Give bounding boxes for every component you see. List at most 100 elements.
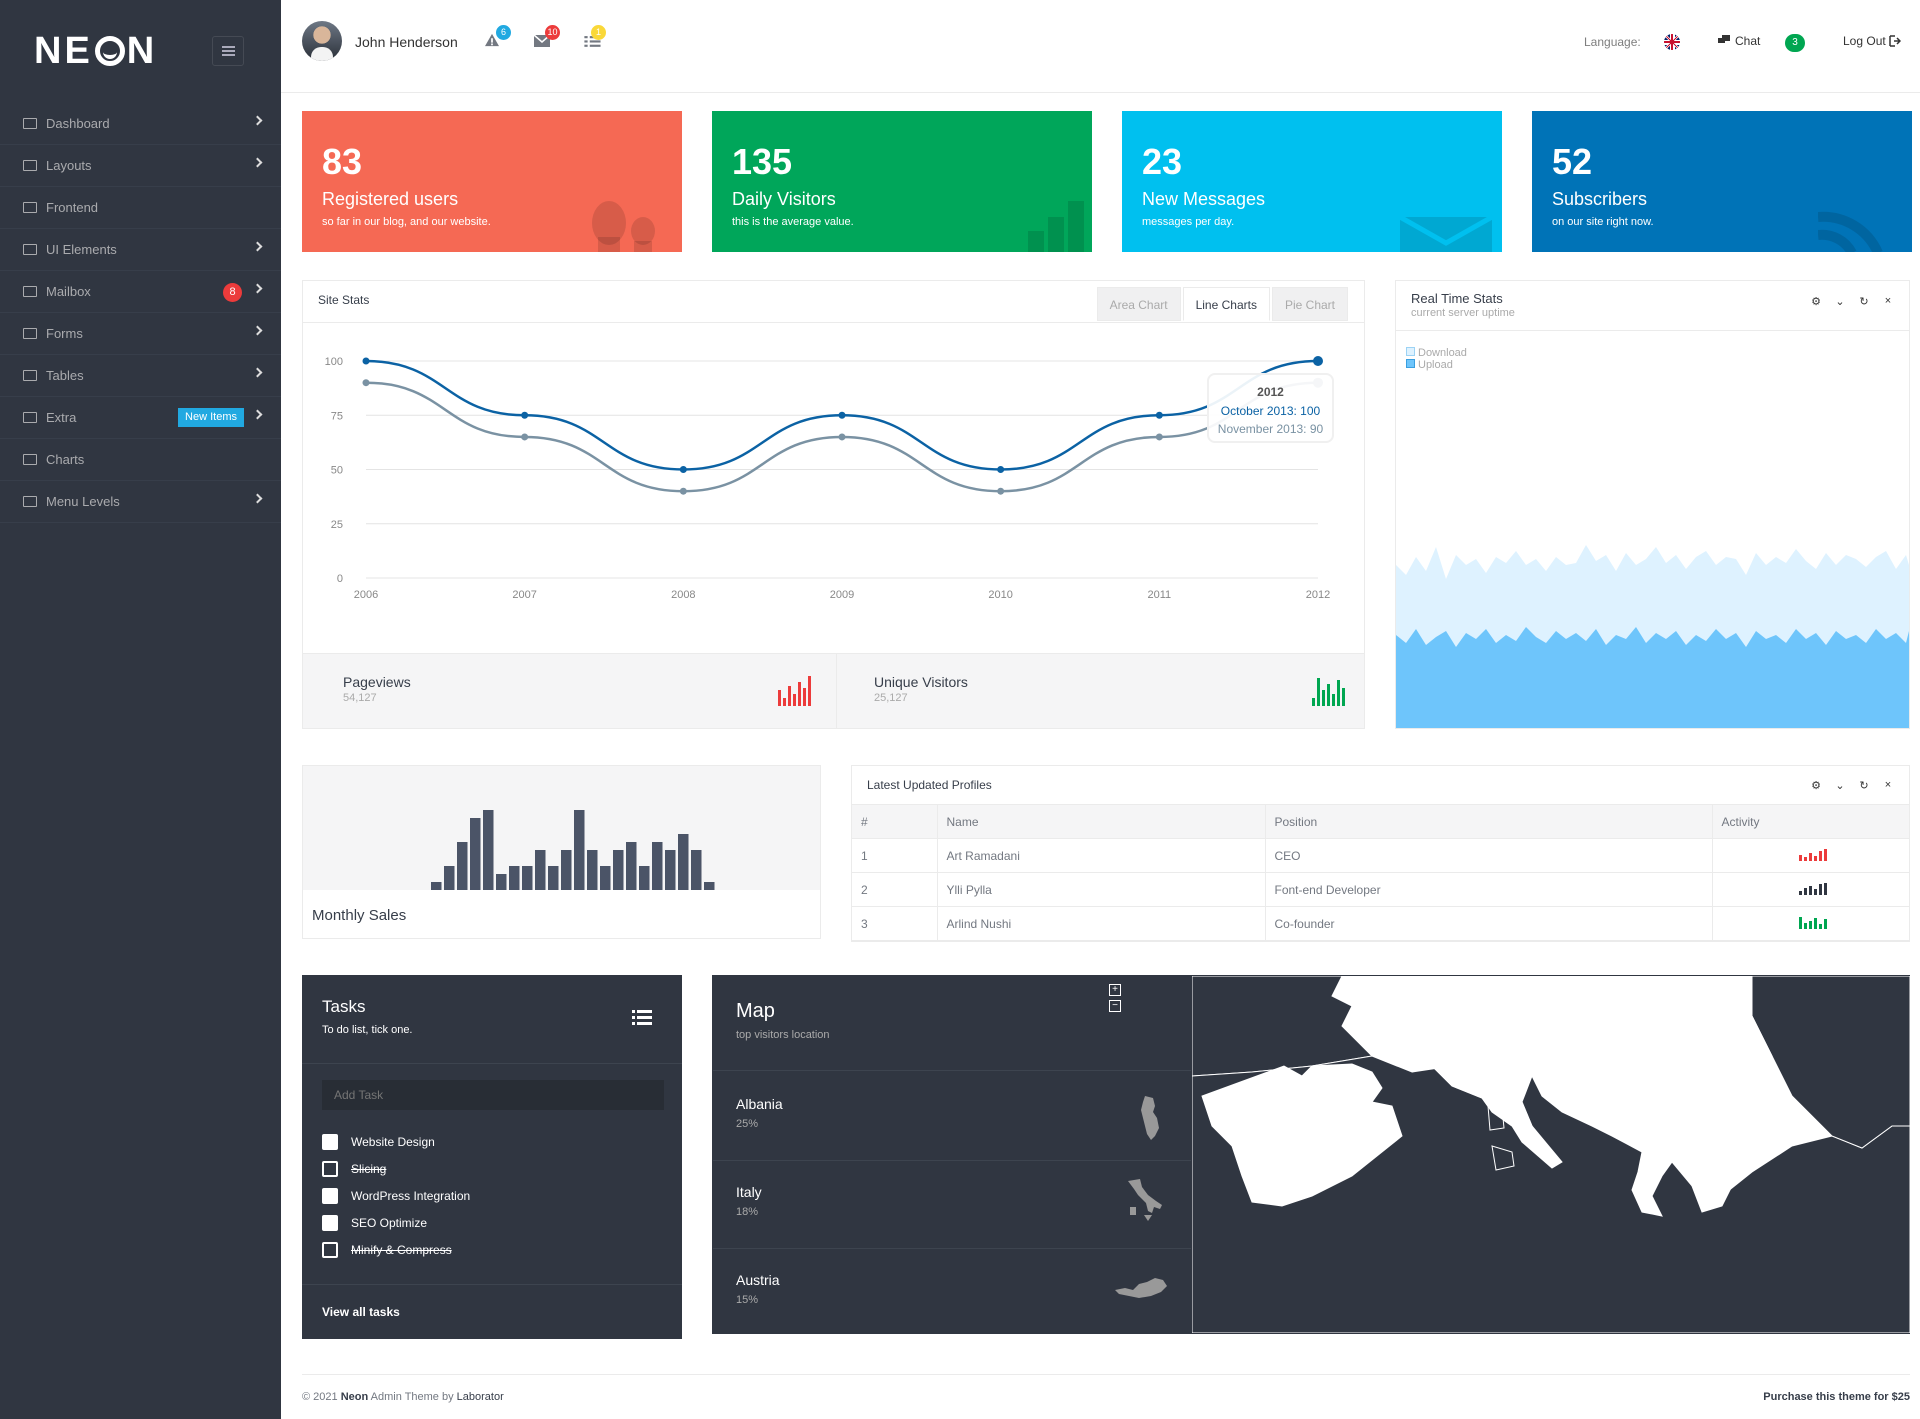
map-view[interactable] <box>1192 976 1910 1333</box>
sidebar-item-ui-elements[interactable]: UI Elements <box>0 229 281 271</box>
task-item[interactable]: Minify & Compress <box>322 1236 470 1263</box>
task-item[interactable]: SEO Optimize <box>322 1209 470 1236</box>
alert-icon[interactable] <box>483 33 501 47</box>
refresh-icon[interactable]: ↻ <box>1859 296 1869 308</box>
chevron-right-icon <box>252 325 263 336</box>
sales-bar <box>652 842 663 890</box>
rss-icon <box>1818 211 1883 252</box>
tile-subscribers[interactable]: 52 Subscribers on our site right now. <box>1532 111 1912 252</box>
task-checkbox[interactable] <box>322 1214 338 1231</box>
data-point <box>521 433 529 441</box>
zoom-in-button[interactable]: + <box>1109 984 1121 996</box>
logout-icon[interactable] <box>1889 35 1901 47</box>
sidebar-item-extra[interactable]: Extra New Items <box>0 397 281 439</box>
pageviews-stat: Pageviews 54,127 <box>303 654 837 728</box>
tab-pie-chart[interactable]: Pie Chart <box>1271 287 1348 321</box>
sidebar-item-charts[interactable]: Charts <box>0 439 281 481</box>
zoom-out-button[interactable]: − <box>1109 1000 1121 1012</box>
mail-badge: 10 <box>545 25 560 40</box>
user-name[interactable]: John Henderson <box>355 34 458 50</box>
sales-bar <box>470 818 481 890</box>
view-all-tasks-link[interactable]: View all tasks <box>322 1305 400 1319</box>
tile-registered-users[interactable]: 83 Registered users so far in our blog, … <box>302 111 682 252</box>
tab-line-charts[interactable]: Line Charts <box>1182 287 1270 321</box>
table-row[interactable]: 2 Ylli Pylla Font-end Developer <box>852 872 1909 907</box>
cell-activity <box>1712 906 1909 941</box>
avatar[interactable] <box>302 21 342 61</box>
sidebar-item-tables[interactable]: Tables <box>0 355 281 397</box>
bar-chart-icon <box>1028 201 1084 252</box>
country-albania[interactable]: Albania 25% <box>736 1096 783 1130</box>
purchase-link[interactable]: Purchase this theme for $25 <box>1763 1391 1910 1403</box>
data-point <box>1155 411 1163 419</box>
tile-value: 135 <box>732 141 793 182</box>
tasks-title: Tasks <box>322 997 366 1016</box>
refresh-icon[interactable]: ↻ <box>1859 780 1869 792</box>
chevron-down-icon[interactable]: ⌄ <box>1835 780 1845 792</box>
neon-logo[interactable]: NE N <box>34 30 158 72</box>
tooltip-title: 2012 <box>1257 385 1284 399</box>
gear-icon[interactable]: ⚙ <box>1811 296 1821 308</box>
europe-map <box>1192 976 1910 1333</box>
chat-link[interactable]: Chat <box>1735 34 1761 48</box>
uk-flag-icon[interactable] <box>1664 34 1680 50</box>
sidebar-item-label: UI Elements <box>46 242 117 257</box>
x-tick-label: 2006 <box>354 589 378 601</box>
table-row[interactable]: 3 Arlind Nushi Co-founder <box>852 906 1909 941</box>
users-icon <box>592 201 655 252</box>
task-item[interactable]: Slicing <box>322 1155 470 1182</box>
cell-activity <box>1712 838 1909 873</box>
close-icon[interactable]: × <box>1884 779 1892 791</box>
close-icon[interactable]: × <box>1884 295 1892 307</box>
author-link[interactable]: Laborator <box>456 1391 504 1403</box>
table-row[interactable]: 1 Art Ramadani CEO <box>852 838 1909 873</box>
task-checkbox[interactable] <box>322 1241 338 1258</box>
sales-bar <box>431 882 442 890</box>
brand-link[interactable]: Neon <box>340 1391 369 1403</box>
task-checkbox[interactable] <box>322 1160 338 1177</box>
panel-subtitle: current server uptime <box>1411 307 1515 319</box>
tile-daily-visitors[interactable]: 135 Daily Visitors this is the average v… <box>712 111 1092 252</box>
monthly-sales-chart-area <box>303 766 820 890</box>
stat-label: Unique Visitors <box>874 674 968 690</box>
country-austria[interactable]: Austria 15% <box>736 1272 780 1306</box>
sidebar-item-mailbox[interactable]: Mailbox 8 <box>0 271 281 313</box>
sidebar-item-frontend[interactable]: Frontend <box>0 187 281 229</box>
panel-options: ⚙ ⌄ ↻ × <box>1811 779 1893 792</box>
task-item[interactable]: WordPress Integration <box>322 1182 470 1209</box>
sidebar-item-label: Mailbox <box>46 284 91 299</box>
monthly-sales-chart <box>431 810 715 890</box>
chevron-down-icon[interactable]: ⌄ <box>1835 296 1845 308</box>
x-tick-label: 2009 <box>830 589 854 601</box>
task-checkbox[interactable] <box>322 1187 338 1204</box>
tile-label: Registered users <box>322 189 459 209</box>
add-task-input[interactable] <box>322 1080 664 1110</box>
sidebar-item-menu-levels[interactable]: Menu Levels <box>0 481 281 523</box>
country-italy[interactable]: Italy 18% <box>736 1184 762 1218</box>
sidebar: NE N Dashboard Layouts Frontend UI Elements M… <box>0 0 281 1419</box>
cell-num: 1 <box>852 838 938 873</box>
monitor-icon <box>23 202 37 213</box>
list-icon[interactable] <box>632 1009 652 1025</box>
stat-value: 54,127 <box>343 692 377 704</box>
panel-heading: Site Stats Area Chart Line Charts Pie Ch… <box>303 281 1364 323</box>
logout-link[interactable]: Log Out <box>1843 34 1886 48</box>
sidebar-item-layouts[interactable]: Layouts <box>0 145 281 187</box>
tile-label: Daily Visitors <box>732 189 836 209</box>
task-item[interactable]: Website Design <box>322 1128 470 1155</box>
tab-area-chart[interactable]: Area Chart <box>1096 287 1181 321</box>
sidebar-item-forms[interactable]: Forms <box>0 313 281 355</box>
data-point <box>838 411 846 419</box>
sidebar-item-dashboard[interactable]: Dashboard <box>0 103 281 145</box>
tile-new-messages[interactable]: 23 New Messages messages per day. <box>1122 111 1502 252</box>
tile-value: 23 <box>1142 141 1183 182</box>
sales-bar <box>483 810 494 890</box>
gear-icon[interactable]: ⚙ <box>1811 780 1821 792</box>
top-bar <box>281 0 1920 93</box>
document-icon <box>23 244 37 255</box>
map-panel: Map top visitors location Albania 25% It… <box>712 975 1910 1334</box>
mail-icon <box>23 286 37 297</box>
menu-toggle-button[interactable] <box>212 36 244 66</box>
task-checkbox[interactable] <box>322 1133 338 1150</box>
col-header: Name <box>937 804 1266 839</box>
